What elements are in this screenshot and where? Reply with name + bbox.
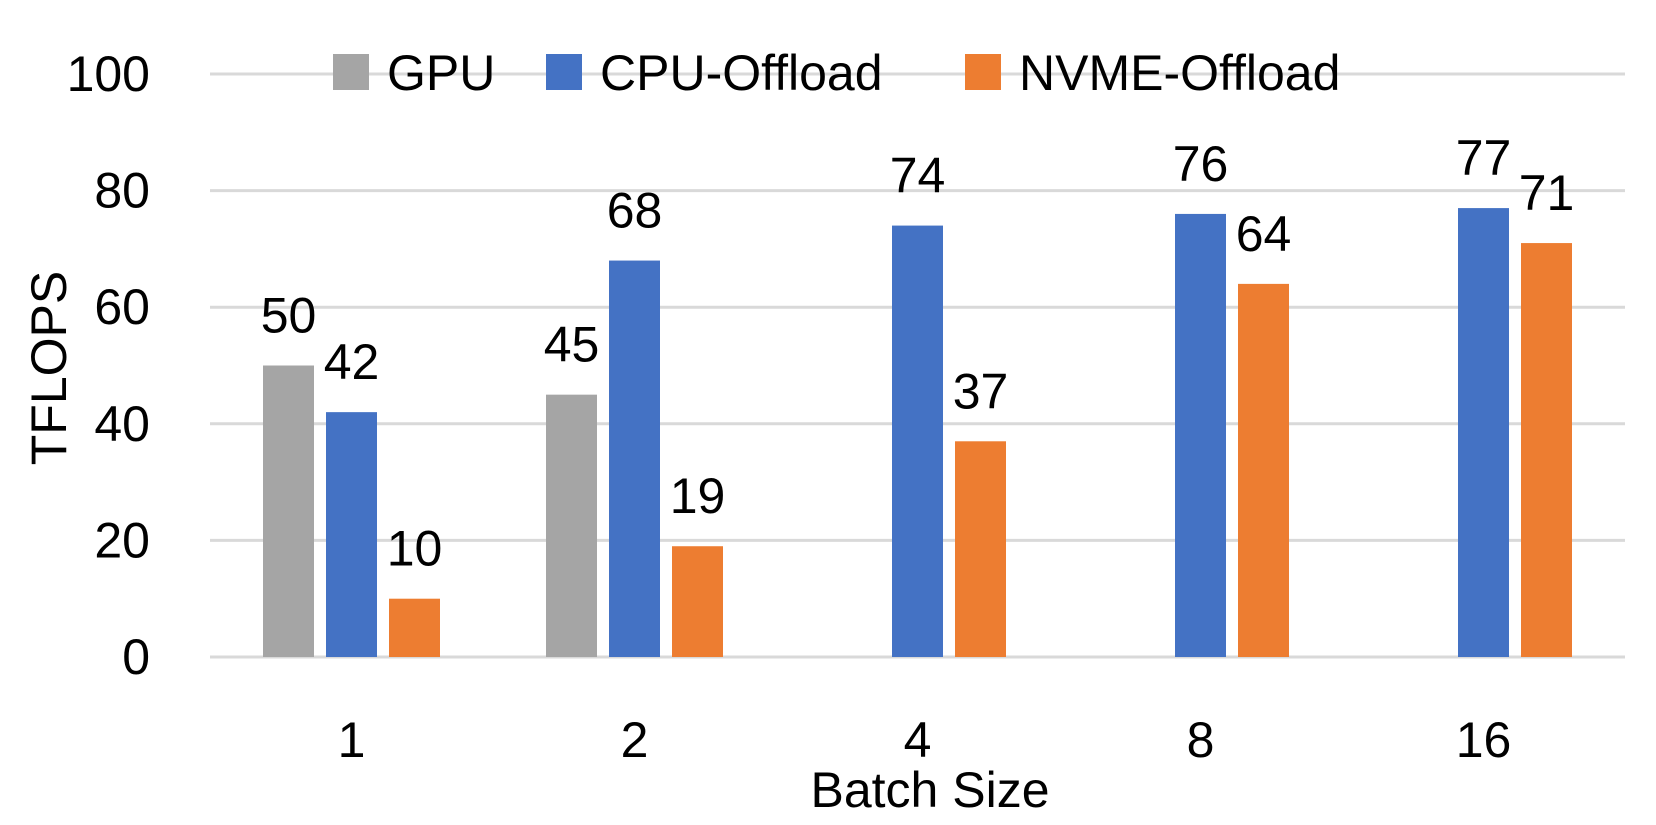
- bar-nvme-offload-16: [1521, 243, 1572, 657]
- data-label-nvme-offload-8: 64: [1236, 206, 1292, 262]
- x-tick-label: 16: [1456, 712, 1512, 768]
- legend-label-gpu: GPU: [387, 45, 495, 101]
- data-label-cpu-offload-2: 68: [607, 183, 663, 239]
- y-tick-label: 100: [67, 46, 150, 102]
- bar-nvme-offload-2: [672, 546, 723, 657]
- y-tick-label: 40: [94, 396, 150, 452]
- bar-gpu-1: [263, 365, 314, 657]
- y-tick-label: 20: [94, 512, 150, 568]
- x-tick-label: 4: [904, 712, 932, 768]
- legend: GPU CPU-Offload NVME-Offload: [333, 45, 1340, 101]
- x-axis-title: Batch Size: [810, 762, 1049, 818]
- legend-swatch-cpu-offload: [546, 54, 582, 90]
- legend-swatch-gpu: [333, 54, 369, 90]
- bar-gpu-2: [546, 394, 597, 657]
- bar-cpu-offload-8: [1175, 213, 1226, 658]
- bar-nvme-offload-4: [955, 441, 1006, 657]
- legend-label-nvme-offload: NVME-Offload: [1019, 45, 1340, 101]
- y-tick-label: 80: [94, 163, 150, 219]
- data-labels: 50 45 42 68 74 76 77 10 19 37 64 71: [261, 130, 1575, 577]
- bar-cpu-offload-4: [892, 225, 943, 657]
- x-tick-label: 1: [338, 712, 366, 768]
- bar-cpu-offload-1: [326, 412, 377, 657]
- y-axis-ticks: 0 20 40 60 80 100: [67, 46, 150, 685]
- data-label-cpu-offload-8: 76: [1173, 136, 1229, 192]
- x-tick-label: 2: [621, 712, 649, 768]
- y-tick-label: 60: [94, 279, 150, 335]
- x-axis-ticks: 1 2 4 8 16: [338, 712, 1512, 768]
- data-label-nvme-offload-4: 37: [953, 363, 1009, 419]
- y-tick-label: 0: [122, 629, 150, 685]
- data-label-gpu-2: 45: [544, 317, 600, 373]
- data-label-nvme-offload-16: 71: [1519, 165, 1575, 221]
- data-label-gpu-1: 50: [261, 288, 317, 344]
- y-axis-title: TFLOPS: [21, 271, 77, 465]
- bar-nvme-offload-8: [1238, 283, 1289, 657]
- legend-swatch-nvme-offload: [965, 54, 1001, 90]
- data-label-cpu-offload-4: 74: [890, 148, 946, 204]
- bar-cpu-offload-2: [609, 260, 660, 657]
- bars: [263, 208, 1572, 658]
- legend-label-cpu-offload: CPU-Offload: [600, 45, 883, 101]
- bar-cpu-offload-16: [1458, 208, 1509, 657]
- bar-nvme-offload-1: [389, 598, 440, 657]
- x-tick-label: 8: [1187, 712, 1215, 768]
- data-label-cpu-offload-16: 77: [1456, 130, 1512, 186]
- data-label-cpu-offload-1: 42: [324, 334, 380, 390]
- data-label-nvme-offload-2: 19: [670, 468, 726, 524]
- data-label-nvme-offload-1: 10: [387, 521, 443, 577]
